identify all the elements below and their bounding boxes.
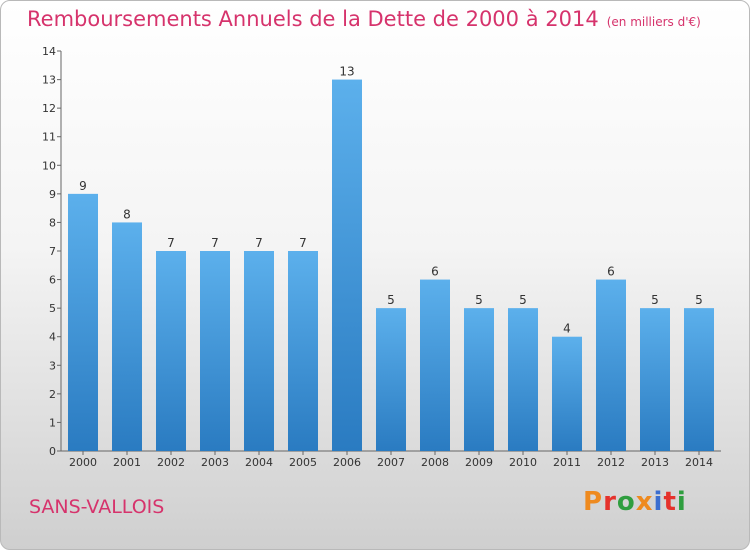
bar-value-label: 5 xyxy=(387,293,395,307)
y-tick-label: 5 xyxy=(49,302,56,315)
bar xyxy=(464,308,494,451)
x-tick-label: 2012 xyxy=(597,456,625,469)
bar xyxy=(68,193,98,451)
y-tick-label: 13 xyxy=(42,74,56,87)
y-tick-label: 11 xyxy=(42,131,56,144)
logo-letter: x xyxy=(635,487,654,517)
bar-value-label: 5 xyxy=(475,293,483,307)
bar xyxy=(112,222,142,451)
logo-letter: r xyxy=(603,487,617,517)
bar xyxy=(376,308,406,451)
bar xyxy=(508,308,538,451)
y-tick-label: 10 xyxy=(42,159,56,172)
bar-value-label: 6 xyxy=(431,265,439,279)
bar xyxy=(420,279,450,451)
bar-value-label: 8 xyxy=(123,207,131,221)
logo-letter: i xyxy=(676,487,687,517)
bar xyxy=(200,251,230,451)
x-tick-label: 2008 xyxy=(421,456,449,469)
bar-value-label: 7 xyxy=(255,236,263,250)
bar xyxy=(552,336,582,451)
bar-value-label: 6 xyxy=(607,265,615,279)
y-tick-label: 9 xyxy=(49,188,56,201)
x-tick-label: 2001 xyxy=(113,456,141,469)
bar-value-label: 13 xyxy=(339,65,354,79)
bars: 9 8 7 7 7 7 13 5 6 5 5 4 6 5 5 xyxy=(68,65,714,452)
x-tick-label: 2005 xyxy=(289,456,317,469)
bar xyxy=(244,251,274,451)
y-tick-label: 0 xyxy=(49,445,56,458)
x-tick-label: 2014 xyxy=(685,456,713,469)
bar-value-label: 5 xyxy=(519,293,527,307)
y-tick-label: 12 xyxy=(42,102,56,115)
y-tick-label: 6 xyxy=(49,274,56,287)
x-tick-label: 2000 xyxy=(69,456,97,469)
chart-title-text: Remboursements Annuels de la Dette de 20… xyxy=(27,7,599,31)
bar-value-label: 4 xyxy=(563,322,571,336)
x-tick-label: 2002 xyxy=(157,456,185,469)
bar-value-label: 7 xyxy=(299,236,307,250)
y-tick-label: 7 xyxy=(49,245,56,258)
x-tick-label: 2009 xyxy=(465,456,493,469)
x-tick-label: 2006 xyxy=(333,456,361,469)
y-tick-label: 4 xyxy=(49,331,56,344)
x-tick-label: 2004 xyxy=(245,456,273,469)
bar-value-label: 5 xyxy=(651,293,659,307)
x-tick-label: 2003 xyxy=(201,456,229,469)
commune-name: SANS-VALLOIS xyxy=(29,496,165,518)
x-tick-label: 2013 xyxy=(641,456,669,469)
proxiti-logo: Proxiti xyxy=(583,487,687,517)
x-tick-label: 2011 xyxy=(553,456,581,469)
chart-subtitle: (en milliers d'€) xyxy=(606,15,701,29)
y-tick-label: 3 xyxy=(49,359,56,372)
bar xyxy=(288,251,318,451)
bar-value-label: 7 xyxy=(167,236,175,250)
bar-value-label: 5 xyxy=(695,293,703,307)
y-tick-label: 8 xyxy=(49,216,56,229)
x-tick-label: 2010 xyxy=(509,456,537,469)
bar xyxy=(640,308,670,451)
bar xyxy=(156,251,186,451)
logo-letter: P xyxy=(583,487,604,517)
bar xyxy=(684,308,714,451)
logo-letter: o xyxy=(616,487,636,517)
logo-letter: t xyxy=(663,487,677,517)
logo-letter: i xyxy=(653,487,664,517)
x-tick-label: 2007 xyxy=(377,456,405,469)
chart-title: Remboursements Annuels de la Dette de 20… xyxy=(27,7,701,31)
y-tick-label: 2 xyxy=(49,388,56,401)
bar-value-label: 9 xyxy=(79,179,87,193)
bar-value-label: 7 xyxy=(211,236,219,250)
y-tick-label: 1 xyxy=(49,416,56,429)
bar xyxy=(596,279,626,451)
y-tick-label: 14 xyxy=(42,45,56,58)
bar xyxy=(332,79,362,452)
